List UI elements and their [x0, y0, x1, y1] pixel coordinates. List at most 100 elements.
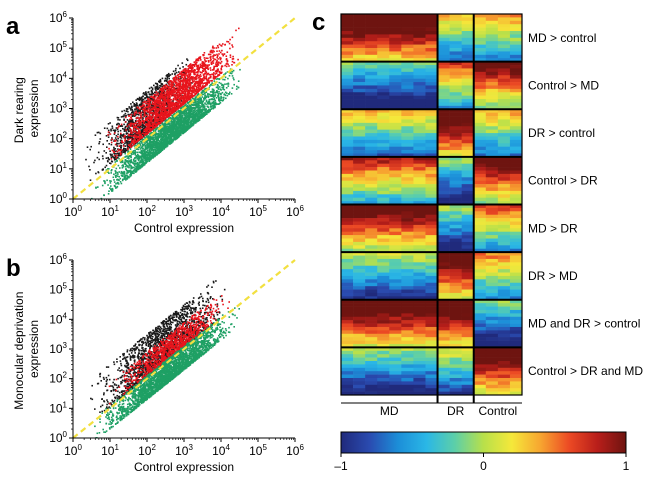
data-point: [110, 180, 112, 182]
data-point: [216, 53, 218, 56]
data-point: [103, 127, 106, 129]
data-point: [114, 143, 117, 146]
data-point: [124, 138, 126, 141]
data-point: [163, 111, 166, 113]
data-point: [167, 88, 170, 90]
data-point: [146, 96, 149, 99]
data-point: [113, 181, 116, 183]
data-point: [154, 100, 156, 102]
data-point: [140, 124, 142, 126]
data-point: [147, 109, 149, 111]
data-point: [168, 108, 171, 111]
data-point: [139, 127, 142, 129]
data-point: [153, 110, 155, 112]
data-point: [135, 106, 138, 108]
data-point: [172, 81, 175, 84]
data-point: [192, 76, 194, 78]
data-point: [140, 103, 142, 106]
data-point: [89, 148, 91, 151]
data-point: [121, 179, 124, 182]
data-point: [130, 123, 132, 126]
data-point: [89, 169, 91, 171]
data-point: [165, 92, 168, 95]
data-point: [213, 50, 215, 53]
data-point: [202, 62, 205, 64]
data-point: [141, 150, 144, 152]
data-point: [165, 75, 168, 77]
data-point: [143, 92, 145, 94]
data-point: [170, 94, 173, 96]
data-point: [168, 107, 170, 109]
data-point: [200, 64, 203, 67]
data-point: [124, 174, 127, 177]
data-point: [196, 99, 199, 101]
data-point: [158, 116, 161, 118]
data-point: [201, 80, 204, 83]
data-point: [205, 100, 208, 103]
data-point: [200, 80, 202, 83]
data-point: [176, 88, 179, 90]
data-point: [209, 57, 212, 59]
data-point: [88, 165, 90, 168]
data-point: [153, 103, 156, 106]
data-point: [179, 101, 181, 104]
data-point: [181, 101, 184, 103]
data-point: [184, 76, 186, 78]
data-point: [157, 112, 159, 115]
data-point: [151, 87, 154, 90]
data-point: [197, 59, 199, 62]
data-point: [110, 188, 112, 191]
data-point: [173, 110, 176, 112]
data-point: [173, 108, 175, 110]
data-point: [137, 113, 139, 116]
data-point: [178, 105, 180, 107]
data-point: [197, 90, 199, 92]
data-point: [113, 146, 115, 149]
data-point: [232, 55, 234, 58]
data-point: [117, 164, 120, 167]
data-point: [190, 108, 193, 111]
data-point: [221, 49, 223, 52]
data-point: [196, 84, 199, 87]
data-point: [181, 87, 184, 89]
data-point: [113, 132, 116, 134]
data-point: [139, 140, 142, 143]
data-point: [233, 78, 235, 81]
data-point: [150, 86, 153, 89]
data-point: [142, 98, 145, 101]
data-point: [137, 167, 139, 169]
data-point: [118, 154, 120, 157]
data-point: [154, 122, 156, 124]
data-point: [131, 114, 134, 116]
data-point: [199, 78, 202, 80]
data-point: [135, 167, 137, 170]
data-point: [110, 169, 113, 172]
data-point: [157, 115, 160, 117]
data-point: [116, 154, 118, 157]
data-point: [116, 143, 119, 145]
data-point: [226, 59, 229, 62]
data-point: [173, 91, 176, 94]
data-point: [173, 103, 176, 105]
data-point: [180, 72, 183, 74]
data-point: [130, 109, 132, 111]
data-point: [132, 126, 135, 129]
data-point: [191, 110, 193, 113]
data-point: [154, 128, 157, 130]
data-point: [176, 90, 179, 93]
data-point: [191, 70, 193, 72]
data-point: [140, 133, 142, 136]
data-point: [124, 128, 126, 130]
data-point: [171, 80, 173, 83]
data-point: [150, 104, 153, 107]
data-point: [178, 91, 180, 94]
data-point: [151, 118, 153, 120]
data-point: [99, 138, 102, 140]
data-point: [161, 95, 163, 98]
data-point: [182, 71, 185, 74]
data-point: [106, 160, 109, 162]
data-point: [140, 100, 143, 102]
data-point: [208, 64, 210, 66]
data-point: [134, 139, 136, 142]
data-point: [130, 156, 132, 159]
